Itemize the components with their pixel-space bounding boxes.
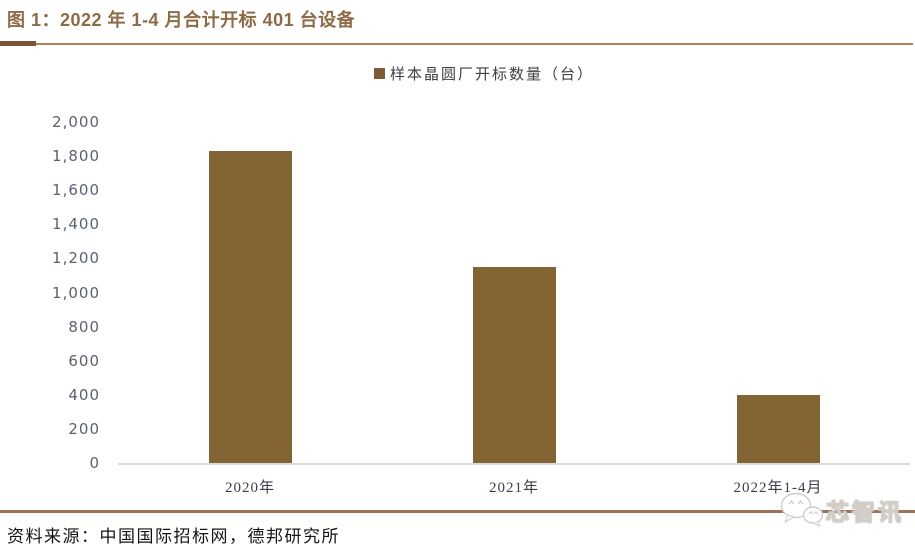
title-divider-accent [0, 41, 36, 46]
x-axis-line [118, 463, 910, 465]
watermark: 芯智讯 [780, 492, 904, 528]
y-tick-label: 400 [68, 385, 100, 404]
title-divider [0, 43, 913, 45]
figure-title: 图 1：2022 年 1-4 月合计开标 401 台设备 [7, 10, 356, 30]
chart-legend: 样本晶圆厂开标数量（台） [374, 63, 594, 84]
y-tick-label: 1,200 [52, 249, 100, 268]
y-tick-label: 200 [68, 419, 100, 438]
x-axis-labels: 2020年 2021年 2022年1-4月 [118, 476, 910, 498]
y-axis-tick-labels: 0 200 400 600 800 1,000 1,200 1,400 1,600 1,800 2,… [0, 113, 100, 472]
bar-chart-plot-area [118, 122, 910, 465]
y-tick-label: 800 [68, 317, 100, 336]
x-tick-label: 2021年 [488, 480, 539, 496]
bar-2021年 [472, 267, 556, 463]
x-tick-label: 2020年 [224, 480, 275, 496]
source-note: 资料来源：中国国际招标网，德邦研究所 [7, 527, 340, 546]
y-tick-label: 1,000 [52, 283, 100, 302]
y-tick-label: 1,600 [52, 181, 100, 200]
y-tick-label: 0 [89, 454, 100, 472]
legend-label: 样本晶圆厂开标数量（台） [390, 67, 595, 83]
legend-swatch [374, 68, 385, 79]
y-tick-label: 600 [68, 351, 100, 370]
bottom-divider [0, 510, 915, 513]
wechat-chat-bubbles-icon [780, 492, 824, 527]
y-tick-label: 1,800 [52, 147, 100, 166]
bar-2020年 [208, 151, 292, 463]
bar-2022年1-4月 [736, 395, 820, 463]
y-tick-label: 1,400 [52, 215, 100, 234]
watermark-text: 芯智讯 [825, 499, 904, 525]
y-tick-label: 2,000 [52, 113, 100, 131]
x-tick-label: 2022年1-4月 [733, 480, 823, 496]
